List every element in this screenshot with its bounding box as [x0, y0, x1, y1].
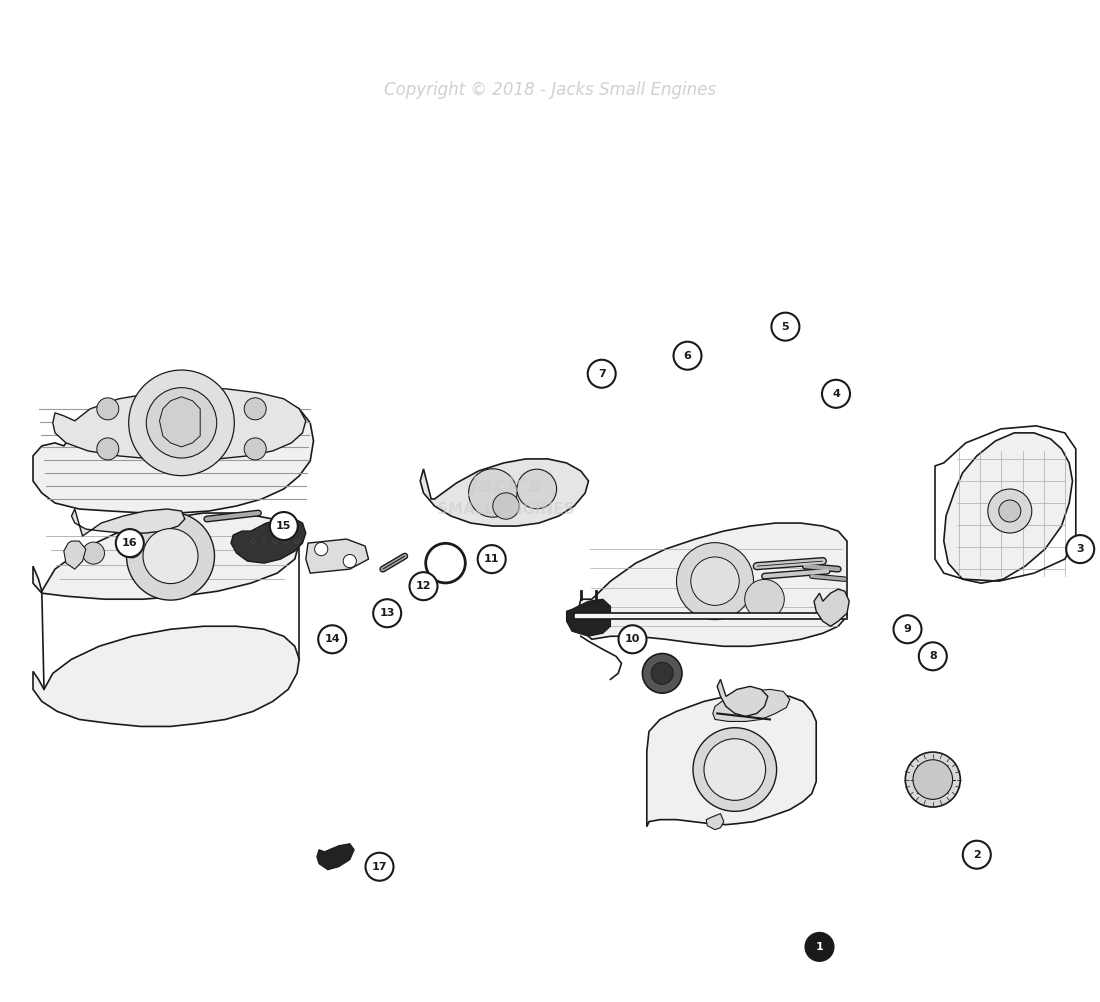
- Text: 7: 7: [597, 369, 606, 379]
- Circle shape: [126, 512, 214, 600]
- Text: 14: 14: [324, 634, 340, 644]
- Circle shape: [146, 388, 217, 458]
- Polygon shape: [33, 626, 299, 726]
- Circle shape: [745, 579, 784, 619]
- Circle shape: [262, 539, 266, 543]
- Text: 6: 6: [683, 351, 692, 361]
- Text: 12: 12: [416, 581, 431, 591]
- Circle shape: [676, 543, 754, 619]
- Text: 5: 5: [782, 322, 789, 332]
- Polygon shape: [713, 689, 790, 721]
- Text: 9: 9: [903, 624, 912, 634]
- Circle shape: [116, 529, 144, 557]
- Circle shape: [270, 512, 298, 540]
- Text: 3: 3: [1077, 544, 1084, 554]
- Polygon shape: [64, 541, 86, 569]
- Circle shape: [642, 653, 682, 693]
- Circle shape: [469, 469, 517, 517]
- Circle shape: [409, 572, 438, 600]
- Circle shape: [493, 493, 519, 519]
- Polygon shape: [72, 509, 185, 536]
- Circle shape: [618, 625, 647, 653]
- Polygon shape: [33, 513, 299, 599]
- Circle shape: [893, 615, 922, 643]
- Text: 15: 15: [276, 521, 292, 531]
- Text: Copyright © 2018 - Jacks Small Engines: Copyright © 2018 - Jacks Small Engines: [384, 81, 716, 99]
- Circle shape: [129, 370, 234, 476]
- Circle shape: [251, 539, 255, 543]
- Text: 2: 2: [972, 850, 981, 860]
- Polygon shape: [33, 394, 314, 513]
- Text: SMALL ENGINES: SMALL ENGINES: [437, 502, 575, 516]
- Polygon shape: [814, 589, 849, 626]
- Polygon shape: [566, 599, 610, 636]
- Text: Jack's: Jack's: [471, 476, 541, 496]
- Text: 17: 17: [372, 862, 387, 872]
- Text: 1: 1: [815, 942, 824, 952]
- Circle shape: [82, 542, 104, 564]
- Circle shape: [244, 438, 266, 460]
- Bar: [574, 613, 847, 619]
- Circle shape: [273, 539, 277, 543]
- Text: 8: 8: [928, 651, 937, 661]
- Circle shape: [365, 853, 394, 881]
- Polygon shape: [944, 433, 1072, 583]
- Circle shape: [123, 540, 141, 558]
- Text: 13: 13: [379, 608, 395, 618]
- Polygon shape: [578, 523, 847, 646]
- Polygon shape: [306, 539, 368, 573]
- Circle shape: [918, 642, 947, 670]
- Polygon shape: [317, 844, 354, 870]
- Polygon shape: [420, 459, 588, 526]
- Circle shape: [517, 469, 557, 509]
- Text: 16: 16: [122, 538, 138, 548]
- Polygon shape: [717, 679, 768, 716]
- Circle shape: [805, 933, 834, 961]
- Circle shape: [318, 625, 346, 653]
- Polygon shape: [53, 389, 306, 461]
- Circle shape: [673, 342, 702, 370]
- Circle shape: [962, 841, 991, 869]
- Polygon shape: [160, 397, 200, 447]
- Polygon shape: [647, 693, 816, 827]
- Circle shape: [822, 380, 850, 408]
- Circle shape: [905, 753, 960, 807]
- Circle shape: [97, 398, 119, 420]
- Circle shape: [143, 529, 198, 583]
- Circle shape: [651, 662, 673, 684]
- Text: 10: 10: [625, 634, 640, 644]
- Polygon shape: [231, 519, 306, 563]
- Circle shape: [771, 313, 800, 341]
- Circle shape: [1066, 535, 1094, 563]
- Circle shape: [477, 545, 506, 573]
- Circle shape: [988, 489, 1032, 533]
- Circle shape: [315, 542, 328, 556]
- Circle shape: [244, 398, 266, 420]
- Circle shape: [693, 727, 777, 812]
- Circle shape: [587, 360, 616, 388]
- Circle shape: [913, 760, 953, 800]
- Circle shape: [704, 738, 766, 801]
- Polygon shape: [706, 814, 724, 830]
- Circle shape: [97, 438, 119, 460]
- Circle shape: [284, 539, 288, 543]
- Circle shape: [295, 539, 299, 543]
- Text: 11: 11: [484, 554, 499, 564]
- Circle shape: [343, 554, 356, 568]
- Circle shape: [373, 599, 402, 627]
- Circle shape: [691, 557, 739, 605]
- Text: 4: 4: [832, 389, 840, 399]
- Circle shape: [999, 500, 1021, 522]
